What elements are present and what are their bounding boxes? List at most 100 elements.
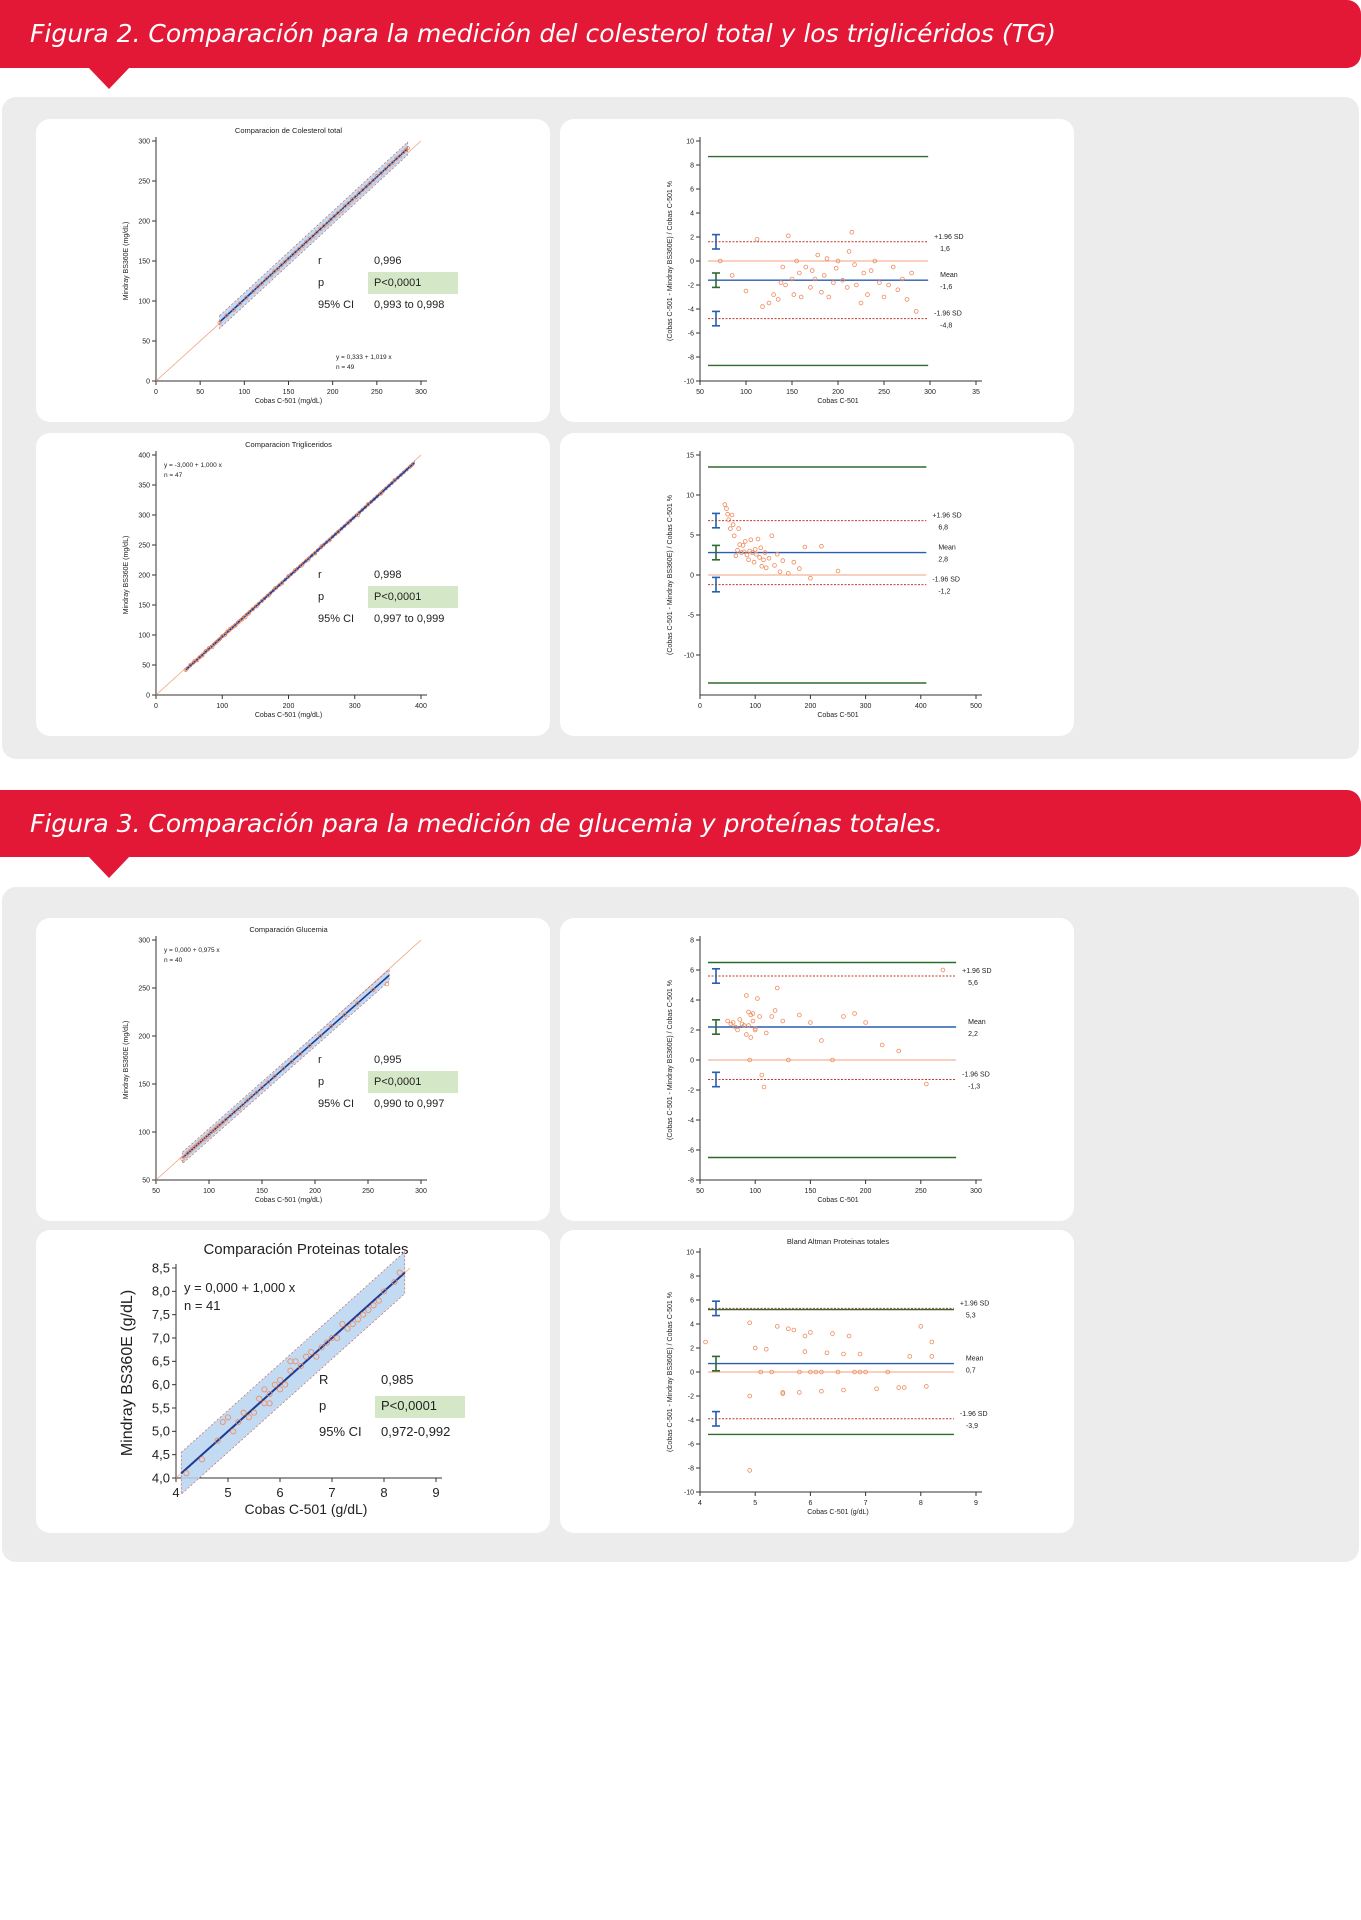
stat-label: p — [319, 1398, 326, 1413]
mean-value: 0,7 — [966, 1368, 976, 1375]
data-point — [879, 1042, 885, 1048]
x-tick-label: 50 — [196, 389, 204, 396]
y-tick-label: 2 — [690, 1027, 694, 1034]
data-point — [286, 574, 291, 579]
data-point — [929, 1339, 935, 1345]
data-point — [259, 281, 265, 286]
data-point — [180, 1156, 185, 1161]
data-point — [405, 146, 410, 151]
stat-label: 95% CI — [318, 299, 354, 311]
stat-value: P<0,0001 — [374, 277, 421, 289]
data-point — [728, 526, 733, 531]
p-value-highlight — [375, 1396, 465, 1418]
data-point — [183, 1153, 188, 1159]
data-point — [240, 1409, 247, 1416]
x-tick-label: 6 — [276, 1485, 283, 1500]
data-point — [314, 230, 319, 235]
data-point — [254, 604, 259, 609]
data-point — [744, 993, 749, 998]
data-point — [246, 611, 251, 616]
x-tick-label: 300 — [349, 703, 361, 710]
y-tick-label: -8 — [688, 1177, 694, 1184]
data-point — [929, 1354, 935, 1359]
data-point — [858, 300, 864, 306]
data-point — [742, 539, 748, 544]
data-point — [813, 1369, 819, 1375]
data-point — [354, 1316, 361, 1323]
data-point — [194, 658, 200, 663]
data-point — [755, 996, 760, 1001]
data-point — [841, 1387, 846, 1393]
data-point — [215, 1124, 220, 1129]
data-point — [300, 243, 305, 248]
y-tick-label: 4 — [690, 997, 694, 1004]
data-point — [797, 1390, 802, 1395]
data-point — [323, 1339, 330, 1346]
trigliceridos-scatter-chart: Comparacion Trigliceridos 0 100 200 300 400 0 5… — [123, 440, 458, 719]
data-point — [759, 1072, 765, 1078]
data-point — [747, 1468, 752, 1473]
data-point — [833, 265, 839, 271]
data-point — [857, 1351, 863, 1357]
data-point — [225, 629, 230, 634]
data-point — [735, 547, 740, 553]
data-point — [766, 555, 772, 561]
stat-label: p — [318, 277, 324, 289]
data-point — [835, 568, 841, 574]
figure-2-panel: Comparacion de Colesterol total 0 50 100 150… — [2, 97, 1359, 759]
y-tick-label: 100 — [138, 298, 150, 305]
x-axis-label: Cobas C-501 (mg/dL) — [255, 398, 322, 405]
data-point — [758, 545, 764, 551]
y-tick-label: -6 — [688, 330, 694, 337]
data-point — [334, 1335, 341, 1342]
x-tick-label: 0 — [154, 703, 158, 710]
data-point — [231, 307, 236, 312]
data-point — [214, 1437, 221, 1444]
data-point — [224, 1414, 231, 1421]
data-point — [293, 568, 298, 573]
y-tick-label: -8 — [688, 354, 694, 361]
data-point — [857, 1369, 863, 1375]
x-axis-label: Cobas C-501 — [817, 712, 858, 719]
y-tick-label: 8 — [690, 162, 694, 169]
colesterol-scatter-chart: Comparacion de Colesterol total 0 50 100 150… — [123, 126, 458, 405]
data-point — [757, 555, 762, 560]
lower-limit-label: -1.96 SD — [932, 577, 960, 584]
chart-card-colesterol-bland-altman: 50 100 150 200 250 300 35 -10 -8 -6 -4 -2 0 2 4 6 8 10 Cob… — [560, 119, 1074, 422]
data-point — [271, 1381, 278, 1388]
data-point — [222, 632, 227, 638]
x-tick-label: 300 — [970, 1188, 982, 1195]
sample-size: n = 41 — [184, 1298, 221, 1313]
data-point — [774, 985, 780, 991]
data-point — [349, 1321, 356, 1328]
data-point — [900, 276, 905, 282]
data-point — [379, 491, 384, 496]
p-value-highlight — [368, 1071, 458, 1093]
data-point — [374, 174, 379, 179]
data-point — [844, 285, 850, 290]
data-point — [874, 1386, 879, 1392]
upper-limit-value: 5,6 — [968, 980, 978, 987]
chart-card-glucemia-bland-altman: 50 100 150 200 250 300 -8 -6 -4 -2 0 2 4 6 8 Cobas C-50… — [560, 918, 1074, 1221]
data-point — [786, 233, 791, 239]
data-point — [224, 313, 229, 318]
y-tick-label: -4 — [688, 306, 694, 313]
y-tick-label: 0 — [690, 572, 694, 579]
chart-title: Comparacion Trigliceridos — [245, 440, 332, 449]
x-tick-label: 150 — [256, 1188, 268, 1195]
data-point — [752, 547, 758, 552]
glucemia-bland-altman-chart: 50 100 150 200 250 300 -8 -6 -4 -2 0 2 4 6 8 Cobas C-50… — [667, 936, 992, 1204]
data-point — [735, 1027, 740, 1033]
data-point — [311, 234, 316, 239]
trigliceridos-bland-altman-chart: 0 100 200 300 400 500 -10 -5 0 5 10 15 Cobas C-501 (C… — [667, 451, 982, 719]
data-point — [789, 276, 795, 282]
y-tick-label: 5,0 — [152, 1424, 170, 1439]
data-point — [259, 598, 265, 603]
data-point — [365, 1307, 372, 1314]
data-point — [777, 569, 783, 575]
x-tick-label: 50 — [696, 1188, 704, 1195]
y-tick-label: 4,5 — [152, 1447, 170, 1462]
data-point — [245, 1098, 250, 1103]
data-point — [282, 1381, 289, 1388]
data-point — [237, 301, 243, 306]
